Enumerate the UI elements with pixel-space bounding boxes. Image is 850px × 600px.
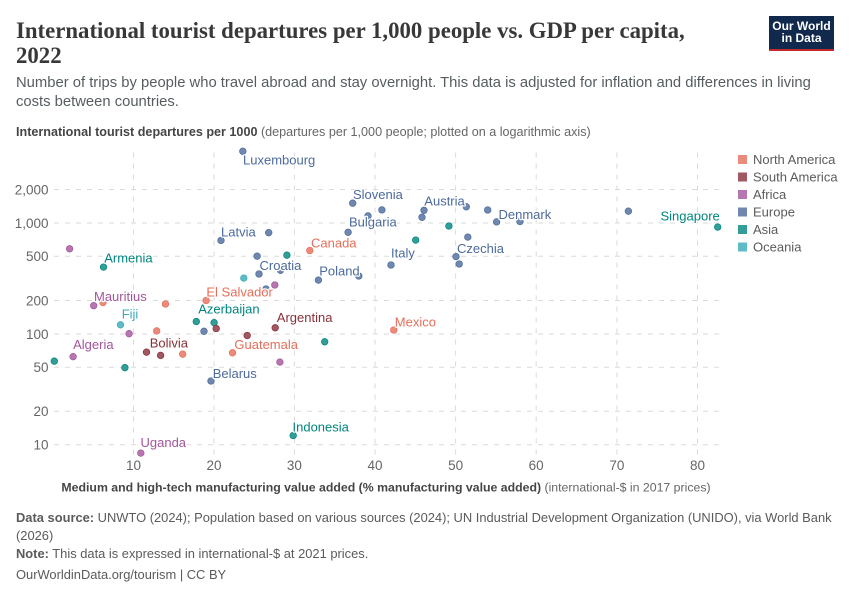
svg-text:Poland: Poland xyxy=(319,264,359,279)
svg-text:100: 100 xyxy=(26,327,49,342)
svg-text:Guatemala: Guatemala xyxy=(234,337,298,352)
svg-text:10: 10 xyxy=(33,438,48,453)
svg-text:70: 70 xyxy=(609,458,624,473)
svg-text:80: 80 xyxy=(690,458,705,473)
svg-text:Asia: Asia xyxy=(753,222,779,237)
svg-text:1,000: 1,000 xyxy=(15,216,49,231)
svg-text:10: 10 xyxy=(126,458,141,473)
svg-text:Austria: Austria xyxy=(424,194,465,209)
svg-text:Argentina: Argentina xyxy=(277,310,333,325)
svg-text:40: 40 xyxy=(367,458,382,473)
svg-text:Oceania: Oceania xyxy=(753,240,802,255)
svg-text:Italy: Italy xyxy=(391,246,415,261)
svg-text:Bolivia: Bolivia xyxy=(150,336,189,351)
svg-text:Europe: Europe xyxy=(753,205,795,220)
svg-text:2,000: 2,000 xyxy=(15,182,49,197)
svg-text:20: 20 xyxy=(206,458,221,473)
svg-text:Slovenia: Slovenia xyxy=(353,187,404,202)
svg-text:Luxembourg: Luxembourg xyxy=(243,153,315,168)
svg-text:Belarus: Belarus xyxy=(213,366,258,381)
svg-text:60: 60 xyxy=(529,458,544,473)
svg-text:Mexico: Mexico xyxy=(395,315,436,330)
svg-text:Bulgaria: Bulgaria xyxy=(349,215,397,230)
svg-text:North America: North America xyxy=(753,152,836,167)
svg-text:30: 30 xyxy=(287,458,302,473)
svg-text:50: 50 xyxy=(448,458,463,473)
svg-text:Mauritius: Mauritius xyxy=(94,289,147,304)
svg-text:Czechia: Czechia xyxy=(457,241,505,256)
svg-text:50: 50 xyxy=(33,360,48,375)
svg-text:20: 20 xyxy=(33,404,48,419)
svg-text:El Salvador: El Salvador xyxy=(206,284,273,299)
svg-text:Armenia: Armenia xyxy=(104,251,153,266)
svg-text:Azerbaijan: Azerbaijan xyxy=(198,302,259,317)
svg-text:Singapore: Singapore xyxy=(661,209,720,224)
svg-text:Uganda: Uganda xyxy=(141,435,187,450)
svg-text:Medium and high-tech manufactu: Medium and high-tech manufacturing value… xyxy=(61,481,710,495)
svg-text:500: 500 xyxy=(26,249,49,264)
svg-text:Indonesia: Indonesia xyxy=(293,420,350,435)
svg-text:Croatia: Croatia xyxy=(260,258,303,273)
svg-text:Canada: Canada xyxy=(311,235,357,250)
svg-text:Algeria: Algeria xyxy=(73,337,114,352)
svg-text:200: 200 xyxy=(26,293,49,308)
svg-text:Fiji: Fiji xyxy=(122,306,139,321)
svg-text:Latvia: Latvia xyxy=(221,225,256,240)
svg-text:Africa: Africa xyxy=(753,187,787,202)
svg-text:Denmark: Denmark xyxy=(499,207,552,222)
svg-text:South America: South America xyxy=(753,170,838,185)
